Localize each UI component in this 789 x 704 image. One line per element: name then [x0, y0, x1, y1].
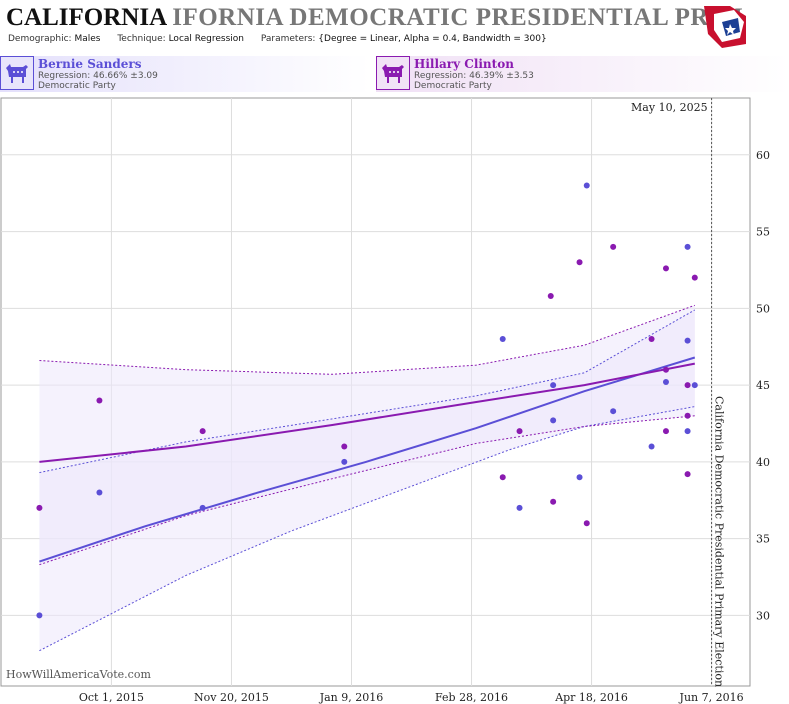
data-point: [648, 336, 655, 343]
candidate-sanders-bg: [0, 56, 370, 92]
data-point: [499, 474, 506, 481]
data-point: [199, 504, 206, 511]
data-point: [341, 443, 348, 450]
data-point: [684, 382, 691, 389]
y-tick-label: 45: [756, 379, 770, 392]
y-tick-label: 35: [756, 533, 770, 546]
parameters-line: Demographic: Males Technique: Local Regr…: [8, 34, 561, 44]
data-point: [96, 489, 103, 496]
data-point: [684, 412, 691, 419]
header: CALIFORNIA IFORNIA DEMOCRATIC PRESIDENTI…: [0, 0, 789, 52]
candidate-party: Democratic Party: [414, 81, 492, 91]
demographic-label: Demographic:: [8, 34, 72, 44]
x-tick-label: Feb 28, 2016: [435, 691, 508, 704]
election-label: California Democratic Presidential Prima…: [713, 396, 726, 687]
donkey-icon: [376, 56, 410, 90]
data-point: [691, 382, 698, 389]
candidate-regression: Regression: 46.66% ±3.09: [38, 71, 158, 81]
data-point: [499, 336, 506, 343]
x-tick-label: Nov 20, 2015: [194, 691, 269, 704]
title-main: CALIFORNIA: [6, 4, 168, 31]
data-point: [550, 417, 557, 424]
data-point: [662, 366, 669, 373]
data-point: [662, 265, 669, 272]
candidate-clinton: Hillary Clinton Regression: 46.39% ±3.53…: [376, 56, 789, 92]
data-point: [96, 397, 103, 404]
y-tick-label: 55: [756, 226, 770, 239]
data-point: [684, 471, 691, 478]
band-lower-line: [39, 415, 695, 566]
y-tick-label: 30: [756, 609, 770, 622]
demographic-value: Males: [74, 34, 101, 44]
data-point: [662, 428, 669, 435]
candidate-regression: Regression: 46.39% ±3.53: [414, 71, 534, 81]
technique-value: Local Regression: [168, 34, 244, 44]
x-tick-label: Jan 9, 2016: [319, 691, 384, 704]
data-point: [576, 259, 583, 266]
data-point: [550, 382, 557, 389]
confidence-band: [39, 305, 695, 565]
technique-label: Technique:: [117, 34, 166, 44]
data-point: [341, 458, 348, 465]
candidate-clinton-bg: [376, 56, 789, 92]
y-tick-label: 60: [756, 149, 770, 162]
y-tick-label: 40: [756, 456, 770, 469]
x-tick-label: Jun 7, 2016: [679, 691, 744, 704]
data-point: [550, 498, 557, 505]
data-point: [36, 612, 43, 619]
data-point: [516, 504, 523, 511]
trend-line: [39, 362, 695, 463]
x-tick-label: Apr 18, 2016: [554, 691, 628, 704]
data-point: [36, 504, 43, 511]
candidate-name: Bernie Sanders: [38, 57, 142, 71]
data-point: [648, 443, 655, 450]
band-upper-line: [39, 304, 695, 375]
candidate-party: Democratic Party: [38, 81, 116, 91]
state-flag-icon: [704, 6, 746, 48]
data-point: [583, 520, 590, 527]
data-point: [547, 293, 554, 300]
site-credit: HowWillAmericaVote.com: [6, 668, 151, 681]
parameters-value: {Degree = Linear, Alpha = 0.4, Bandwidth…: [318, 34, 547, 44]
candidate-legend: Bernie Sanders Regression: 46.66% ±3.09 …: [0, 54, 789, 94]
title-ghost: IFORNIA DEMOCRATIC PRESIDENTIAL PRIMARY …: [172, 4, 746, 31]
data-point: [684, 243, 691, 250]
candidate-name: Hillary Clinton: [414, 57, 514, 71]
page-title: CALIFORNIA IFORNIA DEMOCRATIC PRESIDENTI…: [6, 4, 746, 34]
data-point: [662, 379, 669, 386]
x-tick-label: Oct 1, 2015: [79, 691, 144, 704]
data-point: [684, 428, 691, 435]
band-upper-line: [39, 309, 696, 474]
data-point: [576, 474, 583, 481]
data-point: [610, 243, 617, 250]
data-point: [691, 274, 698, 281]
data-point: [610, 408, 617, 415]
date-label: May 10, 2025: [631, 101, 708, 114]
data-point: [583, 182, 590, 189]
regression-chart: 30 35 40 45 50 55 60 Oct 1, 2015 Nov 20, 2015 Jan…: [0, 97, 770, 704]
data-point: [199, 428, 206, 435]
candidate-sanders: Bernie Sanders Regression: 46.66% ±3.09 …: [0, 56, 370, 92]
data-point: [684, 337, 691, 344]
y-tick-label: 50: [756, 302, 770, 315]
data-point: [516, 428, 523, 435]
donkey-icon: [0, 56, 34, 90]
trend-line: [39, 356, 696, 563]
band-lower-line: [39, 406, 695, 652]
parameters-label: Parameters:: [260, 34, 316, 44]
